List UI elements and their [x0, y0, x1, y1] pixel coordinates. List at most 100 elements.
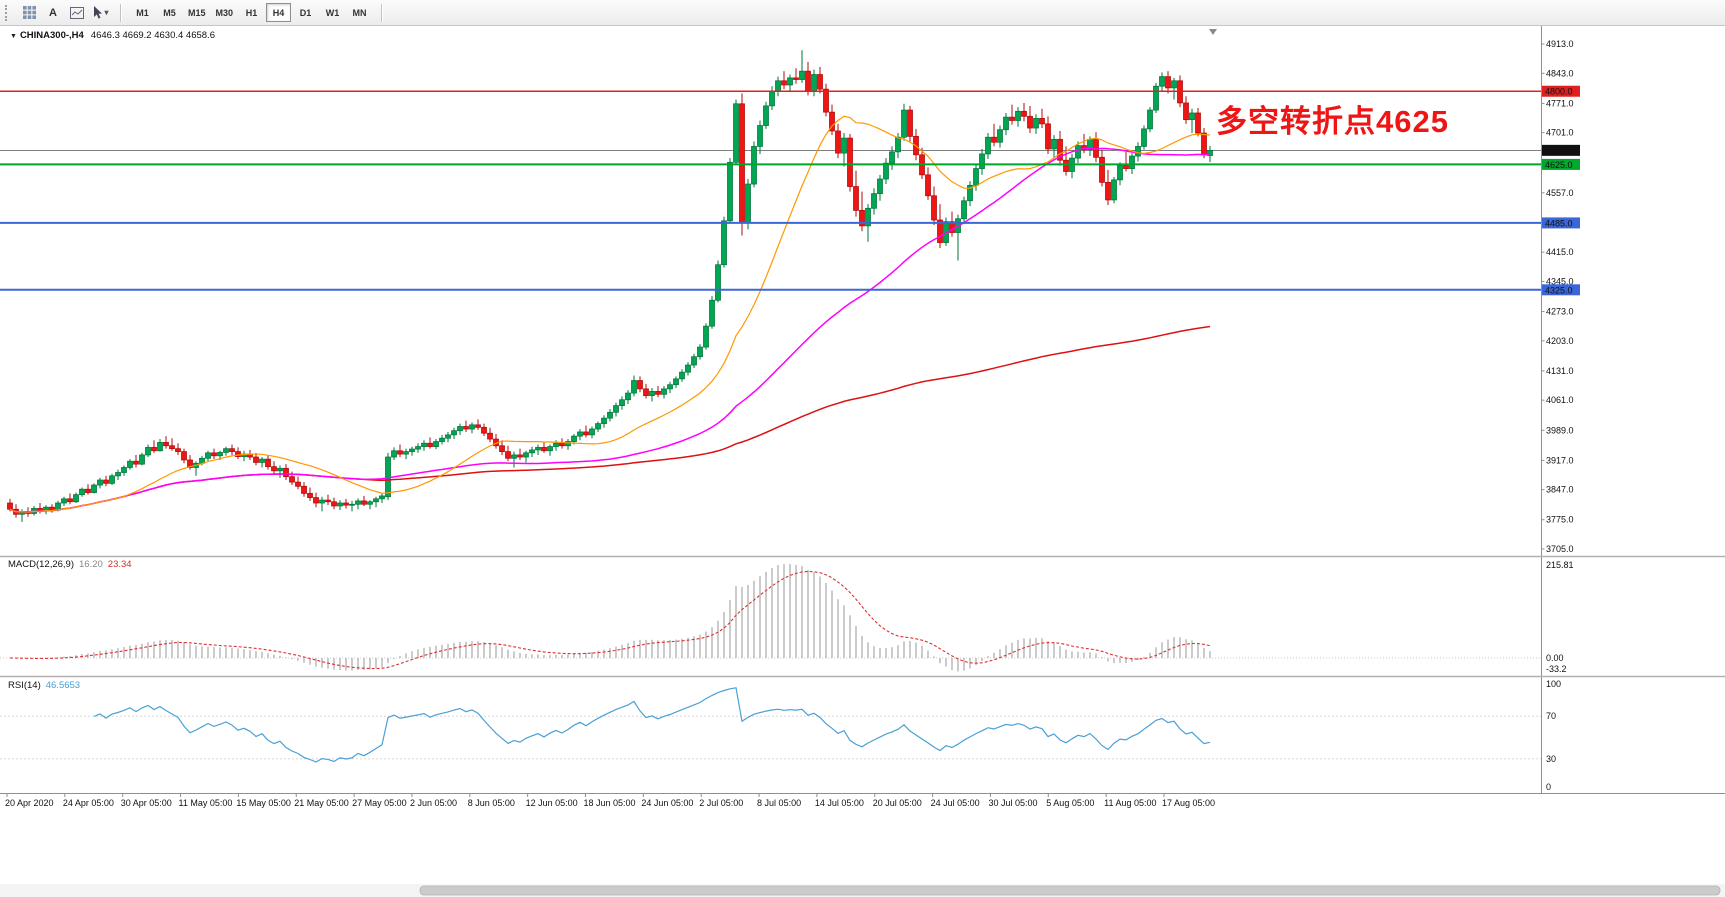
price-badge	[1542, 217, 1580, 229]
time-tick-label: 21 May 05:00	[294, 798, 349, 808]
rsi-level-label: 0	[1546, 782, 1551, 792]
price-badge	[1542, 144, 1580, 156]
price-tick-label: 3847.0	[1546, 485, 1574, 495]
dropdown-caret-icon: ▾	[104, 8, 109, 17]
time-tick-label: 8 Jun 05:00	[468, 798, 515, 808]
price-tick-label: 4203.0	[1546, 336, 1574, 346]
time-tick-label: 24 Jul 05:00	[931, 798, 980, 808]
ohlc-values: 4646.3 4669.2 4630.4 4658.6	[90, 30, 215, 41]
time-tick-label: 11 Aug 05:00	[1104, 798, 1156, 808]
rsi-line	[93, 687, 1211, 763]
toolbar-grip[interactable]	[5, 4, 11, 21]
time-tick-label: 12 Jun 05:00	[526, 798, 578, 808]
time-tick-label: 2 Jul 05:00	[699, 798, 743, 808]
ma-mid	[9, 147, 1211, 513]
price-badge-label: 4800.0	[1545, 87, 1573, 97]
chart-title: ▼ CHINA300-,H4 4646.3 4669.2 4630.4 4658.6	[10, 30, 215, 41]
timeframe-button-M30[interactable]: M30	[212, 3, 238, 22]
time-tick-label: 2 Jun 05:00	[410, 798, 457, 808]
cursor-tool-icon[interactable]: ▾	[90, 2, 112, 24]
price-tick-label: 3917.0	[1546, 455, 1574, 465]
shift-marker-icon[interactable]	[1209, 29, 1217, 35]
macd-signal-value: 23.34	[107, 559, 132, 570]
toolbar-separator	[381, 3, 383, 22]
price-tick-label: 4061.0	[1546, 395, 1574, 405]
timeframe-button-W1[interactable]: W1	[320, 3, 345, 22]
time-axis[interactable]: 20 Apr 2020 24 Apr 05:00 30 Apr 05:00 11 Ma…	[0, 793, 1725, 809]
price-tick-label: 4913.0	[1546, 39, 1574, 49]
rsi-name: RSI(14)	[8, 680, 41, 691]
time-tick-label: 11 May 05:00	[179, 798, 233, 808]
timeframe-button-H4[interactable]: H4	[266, 3, 292, 23]
timeframe-button-M15[interactable]: M15	[184, 3, 210, 22]
time-tick-label: 17 Aug 05:00	[1162, 798, 1215, 808]
h-scrollbar	[0, 884, 1725, 897]
time-tick-label: 14 Jul 05:00	[815, 798, 864, 808]
price-tick-label: 4771.0	[1546, 98, 1574, 108]
ma-mid-line	[9, 147, 1211, 513]
macd-signal-line	[9, 570, 1211, 670]
time-tick-label: 8 Jul 05:00	[757, 798, 801, 808]
price-tick-label: 4557.0	[1546, 188, 1574, 198]
rsi-value: 46.5653	[45, 680, 81, 691]
time-tick-label: 15 May 05:00	[236, 798, 291, 808]
macd-label: MACD(12,26,9) 16.20 23.34	[8, 559, 132, 570]
price-badge	[1542, 158, 1580, 170]
price-axis[interactable]: 4913.0 4843.0 4771.0 4701.0 4557.0 4415.0 4345…	[1541, 26, 1581, 794]
time-tick-label: 24 Apr 05:00	[63, 798, 114, 808]
ma-fast	[9, 115, 1211, 513]
annotation-text[interactable]: 多空转折点4625	[1216, 104, 1449, 139]
timeframe-toolbar: M1 M5 M15 M30 H1 H4 D1 W1 MN	[129, 3, 373, 23]
price-tick-label: 3775.0	[1546, 515, 1574, 525]
toolbar: A ▾ M1 M5 M15 M30 H1 H4 D1 W1 MN	[0, 0, 1725, 26]
price-tick-label: 4131.0	[1546, 366, 1574, 376]
time-tick-label: 30 Jul 05:00	[988, 798, 1037, 808]
symbol-dropdown-icon[interactable]: ▼	[10, 33, 17, 40]
time-tick-label: 20 Jul 05:00	[873, 798, 922, 808]
chart-frame-glyph	[70, 6, 84, 19]
shift-marker	[1209, 29, 1217, 35]
price-tick-label: 4701.0	[1546, 128, 1574, 138]
timeframe-button-MN[interactable]: MN	[347, 3, 372, 22]
time-tick-label: 5 Aug 05:00	[1046, 798, 1094, 808]
rsi-level-label: 100	[1546, 679, 1561, 689]
candlestick-series	[7, 50, 1213, 522]
scrollbar-thumb[interactable]	[419, 885, 1721, 896]
ma-fast-line	[9, 115, 1211, 513]
price-badge	[1542, 284, 1580, 296]
timeframe-button-M5[interactable]: M5	[157, 3, 182, 22]
macd-axis-label: 215.81	[1546, 560, 1574, 570]
time-tick-label: 24 Jun 05:00	[641, 798, 693, 808]
time-tick-label: 30 Apr 05:00	[121, 798, 172, 808]
time-tick-label: 20 Apr 2020	[5, 798, 54, 808]
cursor-glyph	[94, 6, 103, 19]
price-badge-label: 4325.0	[1545, 285, 1573, 295]
price-badge-label: 4625.0	[1545, 160, 1573, 170]
chart-frame-icon[interactable]	[66, 2, 88, 24]
time-tick-label: 18 Jun 05:00	[584, 798, 636, 808]
price-badge-label: 4658.6	[1545, 146, 1573, 156]
price-tick-label: 4273.0	[1546, 307, 1574, 317]
rsi-panel: 100 70 30 0	[0, 679, 1561, 792]
rsi-level-label: 30	[1546, 754, 1556, 764]
price-tick-label: 3705.0	[1546, 544, 1574, 554]
timeframe-button-M1[interactable]: M1	[130, 3, 155, 22]
timeframe-button-H1[interactable]: H1	[239, 3, 264, 22]
macd-axis-label: 0.00	[1546, 653, 1564, 663]
time-tick-label: 27 May 05:00	[352, 798, 407, 808]
macd-main-value: 16.20	[79, 559, 103, 570]
toolbar-separator	[120, 3, 121, 22]
panel-separators	[0, 555, 1725, 678]
rsi-level-label: 70	[1546, 711, 1556, 721]
symbol-period-label: CHINA300-,H4	[19, 30, 84, 41]
price-tick-label: 4843.0	[1546, 68, 1574, 78]
horizontal-lines	[0, 90, 1541, 291]
timeframe-button-D1[interactable]: D1	[293, 3, 318, 22]
text-annotation-icon[interactable]: A	[49, 6, 57, 19]
tile-windows-glyph	[22, 6, 36, 19]
macd-panel: 215.81 0.00-33.2	[0, 560, 1574, 674]
price-badge	[1542, 85, 1580, 97]
tile-windows-icon[interactable]	[18, 2, 40, 24]
price-tick-label: 4345.0	[1546, 276, 1574, 286]
